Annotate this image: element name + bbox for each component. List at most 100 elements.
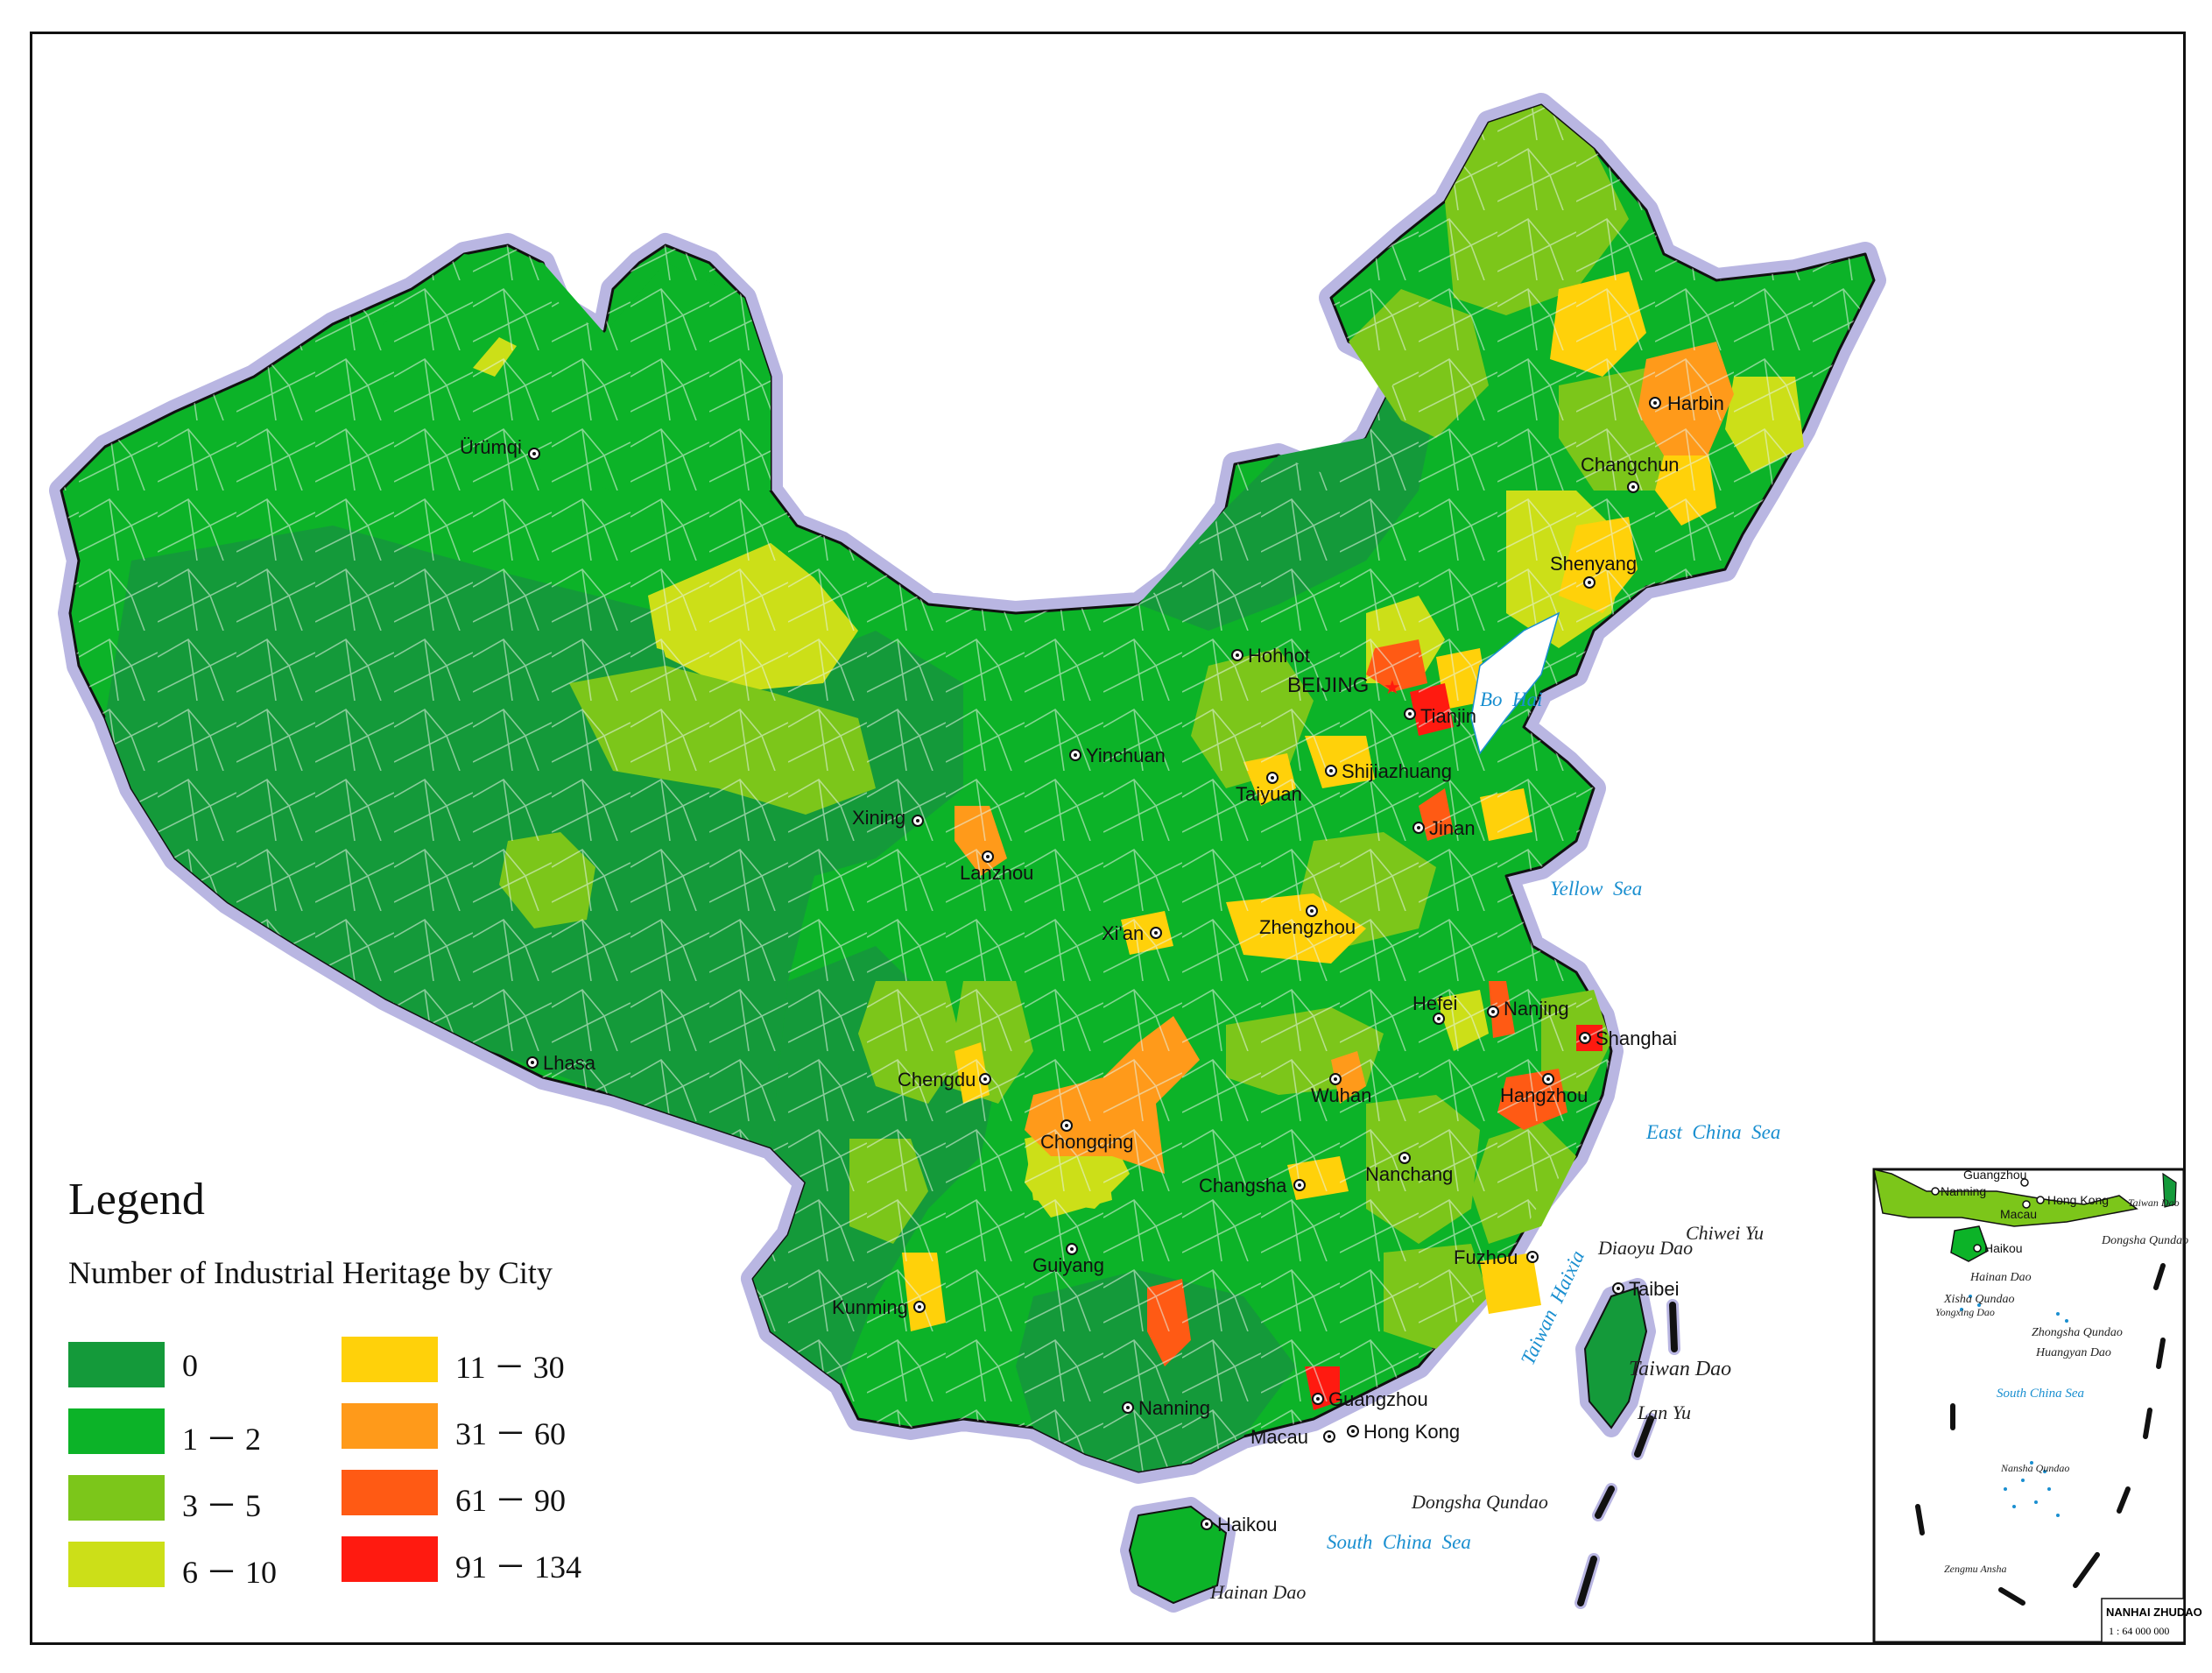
capital-label: BEIJING xyxy=(1287,674,1369,697)
city-marker: Nanjing xyxy=(1487,998,1569,1020)
inset-city-label: Macau xyxy=(2000,1207,2037,1221)
city-label: Harbin xyxy=(1667,392,1724,414)
city-marker: Xining xyxy=(852,807,924,829)
city-dot-icon xyxy=(1973,1244,1982,1253)
legend: Legend Number of Industrial Heritage by … xyxy=(68,1174,664,1594)
inset-city-label: Haikou xyxy=(1984,1241,2023,1255)
city-marker: Jinan xyxy=(1412,817,1476,839)
city-label: Lanzhou xyxy=(960,862,1033,884)
city-marker: Hangzhou xyxy=(1500,1073,1588,1106)
sea-label: East China Sea xyxy=(1645,1121,1780,1143)
city-marker: Zhengzhou xyxy=(1259,905,1356,938)
inset-frame xyxy=(1872,1168,2186,1644)
city-marker: Fuzhou xyxy=(1454,1246,1539,1268)
city-marker: Shenyang xyxy=(1550,553,1637,589)
city-label: Nanchang xyxy=(1365,1163,1453,1185)
inset-city-marker: Hong Kong xyxy=(2036,1193,2109,1207)
city-label: Hohhot xyxy=(1248,645,1310,667)
legend-label: 1 － 2 xyxy=(182,1422,262,1457)
city-marker: Nanchang xyxy=(1365,1152,1453,1185)
inset-label: Xisha Qundao xyxy=(1943,1293,2015,1306)
inset-title: NANHAI ZHUDAO xyxy=(2106,1606,2202,1619)
legend-label: 91 － 134 xyxy=(455,1549,582,1585)
city-marker: Chongqing xyxy=(1040,1119,1133,1153)
legend-swatch xyxy=(342,1470,438,1515)
map-frame xyxy=(30,32,2186,1645)
legend-label: 11 － 30 xyxy=(455,1350,565,1385)
city-marker: Hong Kong xyxy=(1347,1421,1460,1443)
capital-star-icon: ★ xyxy=(1384,676,1401,698)
admin-borders xyxy=(61,105,1874,1472)
city-marker: Taiyuan xyxy=(1236,772,1302,805)
sea-label: Yellow Sea xyxy=(1550,878,1642,900)
inset-label: Nansha Qundao xyxy=(2000,1462,2069,1474)
city-label: Ürümqi xyxy=(460,436,522,458)
inset-city-label: Guangzhou xyxy=(1963,1168,2026,1182)
city-label: Macau xyxy=(1250,1426,1308,1448)
city-label: Chengdu xyxy=(898,1069,976,1091)
taiwan-island xyxy=(1575,1278,1656,1437)
inset-cities: Guangzhou Nanning Hong Kong Macau Haikou xyxy=(1931,1168,2109,1255)
city-label: Taiyuan xyxy=(1236,783,1302,805)
city-label: Guiyang xyxy=(1032,1254,1104,1276)
inset-label: Hainan Dao xyxy=(1969,1271,2032,1284)
city-marker: Xi'an xyxy=(1102,922,1162,944)
city-label: Changchun xyxy=(1581,454,1680,476)
south-china-sea-inset: Guangzhou Nanning Hong Kong Macau Haikou Tai… xyxy=(1872,1168,2202,1644)
city-dot-icon xyxy=(2022,1200,2031,1209)
city-label: Shijiazhuang xyxy=(1342,760,1452,782)
city-label: Chongqing xyxy=(1040,1131,1133,1153)
legend-label: 31 － 60 xyxy=(455,1416,567,1451)
city-marker: Haikou xyxy=(1201,1514,1277,1535)
city-label: Wuhan xyxy=(1311,1084,1371,1106)
city-label: Kunming xyxy=(832,1296,908,1318)
inset-label: Yongxing Dao xyxy=(1935,1306,1995,1318)
island-label: Hainan Dao xyxy=(1209,1581,1306,1603)
city-label: Taibei xyxy=(1629,1278,1679,1300)
city-marker: Ürümqi xyxy=(460,436,540,460)
city-label: Xi'an xyxy=(1102,922,1144,944)
city-marker: Wuhan xyxy=(1311,1073,1371,1106)
city-marker: Hohhot xyxy=(1231,645,1310,667)
inset-boundary-dashes xyxy=(1915,1263,2166,1606)
inset-city-marker: Haikou xyxy=(1973,1241,2023,1255)
inset-city-label: Hong Kong xyxy=(2047,1193,2109,1207)
city-marker: Shanghai xyxy=(1579,1027,1677,1049)
inset-scale: 1 : 64 000 000 xyxy=(2109,1625,2169,1637)
maritime-boundary xyxy=(1574,1299,1680,1609)
island-label: Dongsha Qundao xyxy=(1411,1491,1548,1513)
inset-sea-label: South China Sea xyxy=(1997,1387,2084,1401)
legend-swatch xyxy=(68,1408,165,1454)
city-label: Changsha xyxy=(1199,1175,1287,1197)
city-marker: Nanning xyxy=(1122,1397,1210,1419)
city-label: Haikou xyxy=(1217,1514,1277,1535)
capital-marker: BEIJING ★ xyxy=(1287,674,1401,698)
city-marker: Macau xyxy=(1250,1426,1335,1448)
hainan-island xyxy=(1120,1497,1236,1613)
legend-label: 0 xyxy=(182,1348,198,1383)
city-marker: Changsha xyxy=(1199,1175,1306,1197)
inset-city-marker: Nanning xyxy=(1931,1184,1986,1198)
city-marker: Chengdu xyxy=(898,1069,991,1091)
city-marker: Yinchuan xyxy=(1069,745,1166,766)
legend-subtitle: Number of Industrial Heritage by City xyxy=(68,1255,553,1290)
island-label: Chiwei Yu xyxy=(1686,1222,1764,1244)
city-label: Nanjing xyxy=(1504,998,1569,1020)
city-label: Yinchuan xyxy=(1086,745,1166,766)
city-label: Fuzhou xyxy=(1454,1246,1518,1268)
bohai-sea xyxy=(1470,611,1560,755)
legend-swatch xyxy=(68,1342,165,1387)
city-label: Shanghai xyxy=(1596,1027,1677,1049)
city-marker: Lhasa xyxy=(526,1052,596,1074)
city-marker: Kunming xyxy=(832,1296,926,1318)
island-label: Taiwan Dao xyxy=(1629,1358,1731,1380)
inset-city-marker: Guangzhou xyxy=(1963,1168,2029,1187)
city-dot-icon xyxy=(2020,1178,2029,1187)
sea-label: Bo Hai xyxy=(1480,688,1543,710)
city-markers: Harbin Changchun Shenyang Hohhot Tianjin Ürüm… xyxy=(460,392,1724,1535)
legend-swatch xyxy=(342,1536,438,1582)
city-label: Jinan xyxy=(1429,817,1476,839)
city-label: Hong Kong xyxy=(1363,1421,1460,1443)
city-label: Shenyang xyxy=(1550,553,1637,575)
legend-swatch xyxy=(342,1403,438,1449)
